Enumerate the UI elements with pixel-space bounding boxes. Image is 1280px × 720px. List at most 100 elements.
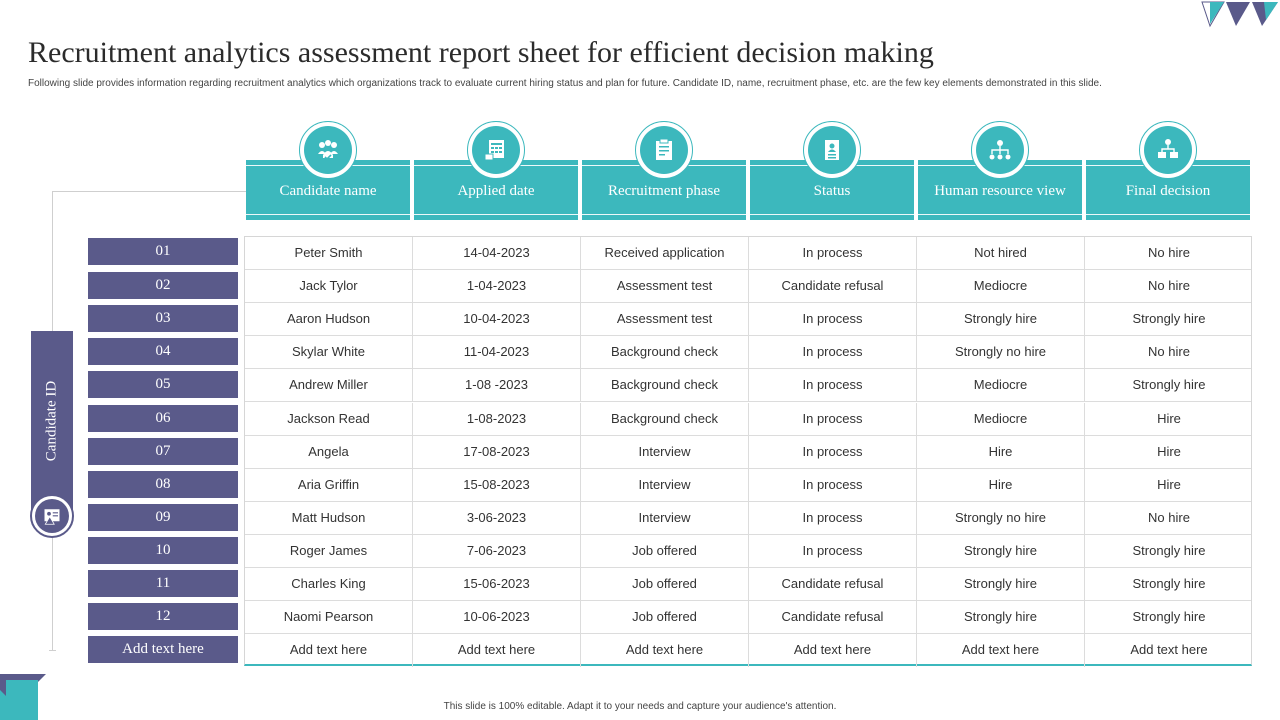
table-cell: Mediocre xyxy=(917,402,1085,436)
table-cell: Aaron Hudson xyxy=(245,303,413,337)
table-row: Andrew Miller 1-08 -2023 Background check I… xyxy=(245,369,1251,403)
table-cell: Background check xyxy=(581,369,749,403)
header-label: Recruitment phase xyxy=(607,183,721,199)
table-cell: Add text here xyxy=(1130,642,1208,658)
table-cell: Strongly hire xyxy=(1132,311,1206,327)
candidate-id-11: 11 xyxy=(88,570,238,597)
table-cell: Aria Griffin xyxy=(245,468,413,502)
table-cell: 15-08-2023 xyxy=(413,468,581,502)
table-cell: 1-08-2023 xyxy=(413,402,581,436)
table-cell: Job offered xyxy=(581,601,749,635)
candidate-id-12: 12 xyxy=(88,603,238,630)
table-cell: Interview xyxy=(581,468,749,502)
org-hierarchy-icon xyxy=(971,121,1029,179)
candidate-id-bar: Candidate ID xyxy=(31,331,73,511)
table-cell: In process xyxy=(749,534,917,568)
table-row: Roger James 7-06-2023 Job offered In proces… xyxy=(245,534,1251,568)
table-cell: Candidate refusal xyxy=(749,601,917,635)
table-row: Jackson Read 1-08-2023 Background check In … xyxy=(245,402,1251,436)
candidate-id-03: 03 xyxy=(88,305,238,332)
table-cell: Strongly hire xyxy=(1132,377,1206,393)
table-cell: Roger James xyxy=(245,534,413,568)
table-cell: Strongly hire xyxy=(1132,576,1206,591)
table-cell: Jackson Read xyxy=(245,402,413,436)
table-cell: Interview xyxy=(581,435,749,469)
header-label: Human resource view xyxy=(934,183,1066,199)
table-cell: No hire xyxy=(1148,344,1190,360)
page-subtitle: Following slide provides information reg… xyxy=(28,78,1102,89)
table-cell: Strongly no hire xyxy=(917,336,1085,370)
table-row: Skylar White 11-04-2023 Background check In… xyxy=(245,336,1251,370)
table-cell: Add text here xyxy=(245,634,413,668)
connector-line-end xyxy=(49,650,56,651)
table-cell: In process xyxy=(749,237,917,270)
table-cell: Naomi Pearson xyxy=(245,601,413,635)
candidate-id-05: 05 xyxy=(88,371,238,398)
table-cell: Strongly hire xyxy=(1132,542,1206,558)
people-check-icon xyxy=(299,121,357,179)
table-cell: Hire xyxy=(1157,476,1181,492)
table-cell: Mediocre xyxy=(917,369,1085,403)
candidate-id-add: Add text here xyxy=(88,636,238,663)
table-cell: 11-04-2023 xyxy=(413,336,581,370)
table-cell: Assessment test xyxy=(581,303,749,337)
table-cell: Candidate refusal xyxy=(749,568,917,601)
id-card-icon xyxy=(30,494,74,538)
table-cell: Matt Hudson xyxy=(245,501,413,535)
table-cell: 14-04-2023 xyxy=(413,237,581,270)
footer-note: This slide is 100% editable. Adapt it to… xyxy=(443,701,837,712)
table-cell: Add text here xyxy=(917,634,1085,668)
table-cell: Charles King xyxy=(245,568,413,601)
header-label: Applied date xyxy=(457,183,535,199)
table-cell: Mediocre xyxy=(917,270,1085,304)
table-cell: Jack Tylor xyxy=(245,270,413,304)
decision-network-icon xyxy=(1139,121,1197,179)
candidate-id-02: 02 xyxy=(88,272,238,299)
candidate-id-08: 08 xyxy=(88,471,238,498)
table-cell: 3-06-2023 xyxy=(413,501,581,535)
table-row: Naomi Pearson 10-06-2023 Job offered Candid… xyxy=(245,601,1251,635)
table-cell: No hire xyxy=(1148,278,1190,294)
table-cell: No hire xyxy=(1148,245,1190,260)
table-cell: 1-08 -2023 xyxy=(413,369,581,403)
corner-decoration-top-right xyxy=(1201,1,1278,28)
table-cell: In process xyxy=(749,369,917,403)
table-cell: Hire xyxy=(917,468,1085,502)
candidate-id-09: 09 xyxy=(88,504,238,531)
table-cell: In process xyxy=(749,501,917,535)
table-cell: Background check xyxy=(581,402,749,436)
table-cell: Angela xyxy=(245,435,413,469)
candidate-id-10: 10 xyxy=(88,537,238,564)
table-cell: 1-04-2023 xyxy=(413,270,581,304)
table-cell: Add text here xyxy=(581,634,749,668)
table-cell: Strongly hire xyxy=(917,601,1085,635)
table-cell: Candidate refusal xyxy=(749,270,917,304)
table-row: Matt Hudson 3-06-2023 Interview In process S… xyxy=(245,501,1251,535)
table-cell: Interview xyxy=(581,501,749,535)
calendar-icon xyxy=(467,121,525,179)
table-cell: 10-04-2023 xyxy=(413,303,581,337)
table-cell: Add text here xyxy=(749,634,917,668)
header-label: Candidate name xyxy=(279,183,377,199)
table-cell: Andrew Miller xyxy=(245,369,413,403)
candidate-id-04: 04 xyxy=(88,338,238,365)
candidate-id-01: 01 xyxy=(88,238,238,265)
table-row: Charles King 15-06-2023 Job offered Candida… xyxy=(245,568,1251,601)
table-row: Angela 17-08-2023 Interview In process Hire H… xyxy=(245,435,1251,469)
table-cell: 17-08-2023 xyxy=(413,435,581,469)
table-cell: 7-06-2023 xyxy=(413,534,581,568)
table-row: Aria Griffin 15-08-2023 Interview In proces… xyxy=(245,468,1251,502)
document-checklist-icon xyxy=(635,121,693,179)
table-cell: 15-06-2023 xyxy=(413,568,581,601)
clipboard-person-icon xyxy=(803,121,861,179)
table-cell: Hire xyxy=(1157,410,1181,426)
table-cell: Not hired xyxy=(917,237,1085,270)
table-cell: Job offered xyxy=(581,534,749,568)
table-row: Add text here Add text here Add text here A… xyxy=(245,634,1251,668)
table-cell: Strongly hire xyxy=(917,303,1085,337)
candidate-id-label: Candidate ID xyxy=(43,380,60,462)
table-cell: Strongly no hire xyxy=(917,501,1085,535)
table-cell: Background check xyxy=(581,336,749,370)
table-cell: In process xyxy=(749,402,917,436)
table-cell: Skylar White xyxy=(245,336,413,370)
